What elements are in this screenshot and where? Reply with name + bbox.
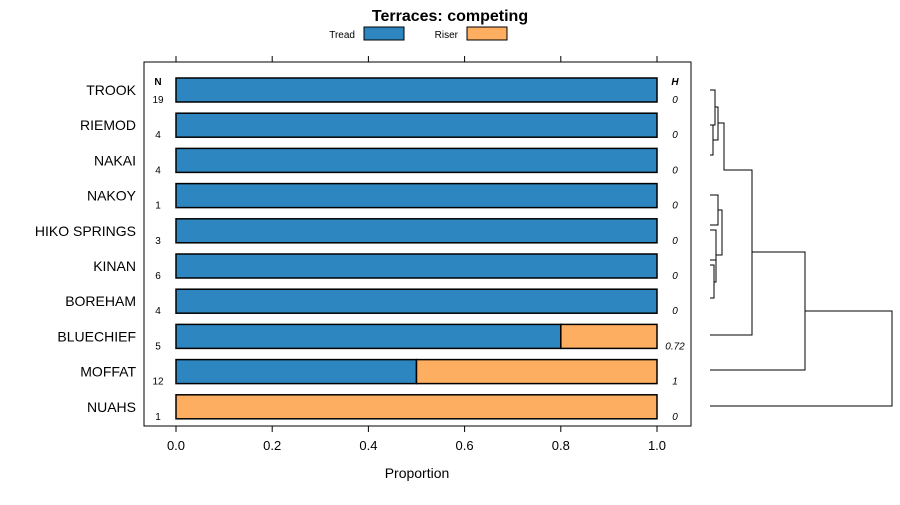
category-label: KINAN [93, 258, 136, 274]
x-tick-label: 0.6 [456, 438, 474, 453]
category-label: NUAHS [87, 399, 136, 415]
x-axis-label: Proportion [385, 465, 450, 481]
n-value: 1 [155, 201, 161, 212]
category-label: TROOK [86, 82, 136, 98]
category-label: HIKO SPRINGS [35, 223, 136, 239]
category-label: MOFFAT [80, 364, 136, 380]
bar-tread [175, 218, 658, 244]
x-tick-label: 0.8 [552, 438, 570, 453]
dendrogram-branch [710, 194, 719, 226]
legend-label: Tread [329, 30, 355, 41]
legend-swatch [363, 26, 405, 41]
n-value: 4 [155, 306, 161, 317]
n-value: 12 [152, 377, 164, 388]
bar-tread [175, 323, 562, 350]
bar-tread [175, 182, 658, 209]
bar-tread [175, 77, 658, 103]
h-value: 0 [672, 306, 678, 317]
dendrogram-branch [716, 209, 723, 256]
h-value: 0.72 [665, 341, 685, 352]
h-column-header: H [671, 77, 679, 88]
legend: Tread Riser [329, 26, 508, 41]
bar-riser [175, 394, 658, 420]
bar-riser [560, 323, 658, 350]
n-value: 19 [152, 95, 164, 106]
x-tick-label: 1.0 [648, 438, 666, 453]
category-label: NAKAI [94, 152, 136, 168]
plot-frame [143, 61, 692, 427]
bar-tread [175, 147, 658, 174]
dendrogram-branch [710, 122, 753, 336]
dendrogram-branch [710, 310, 893, 407]
category-label: RIEMOD [80, 117, 136, 133]
n-value: 3 [155, 236, 161, 247]
dendrogram [710, 89, 893, 407]
n-value: 6 [155, 271, 161, 282]
x-axis: 0.0 0.2 0.4 0.6 0.8 1.0 [167, 426, 666, 453]
h-value: 0 [672, 236, 678, 247]
h-value: 0 [672, 130, 678, 141]
dendrogram-branch [710, 89, 716, 126]
category-label: BOREHAM [65, 293, 136, 309]
bar-tread [175, 288, 658, 314]
h-value: 0 [672, 95, 678, 106]
x-tick-label: 0.0 [167, 438, 185, 453]
bar-tread [175, 358, 418, 385]
h-value: 0 [672, 201, 678, 212]
top-tick-marks [175, 56, 658, 62]
legend-label: Riser [435, 30, 459, 41]
n-column-header: N [154, 77, 161, 88]
category-label: BLUECHIEF [57, 328, 136, 344]
x-tick-label: 0.4 [359, 438, 377, 453]
bar-rows: TROOK 19 0 RIEMOD 4 0 NAKAI 4 0 NAKOY 1 0 HIKO SPRIN… [35, 77, 685, 423]
n-value: 4 [155, 130, 161, 141]
legend-swatch [466, 26, 508, 41]
dendrogram-branch [710, 229, 717, 261]
n-value: 5 [155, 341, 161, 352]
dendrogram-branch [710, 251, 806, 371]
bar-tread [175, 112, 658, 138]
x-tick-label: 0.2 [263, 438, 281, 453]
h-value: 0 [672, 165, 678, 176]
category-label: NAKOY [87, 188, 137, 204]
dendrogram-branch [710, 264, 715, 299]
h-value: 1 [672, 377, 678, 388]
dendrogram-branch [710, 124, 714, 156]
h-value: 0 [672, 412, 678, 423]
h-value: 0 [672, 271, 678, 282]
chart-title: Terraces: competing [372, 8, 528, 25]
n-value: 4 [155, 165, 161, 176]
n-value: 1 [155, 412, 161, 423]
dendrogram-branch [714, 245, 717, 283]
bar-riser [415, 358, 658, 385]
bar-tread [175, 253, 658, 279]
